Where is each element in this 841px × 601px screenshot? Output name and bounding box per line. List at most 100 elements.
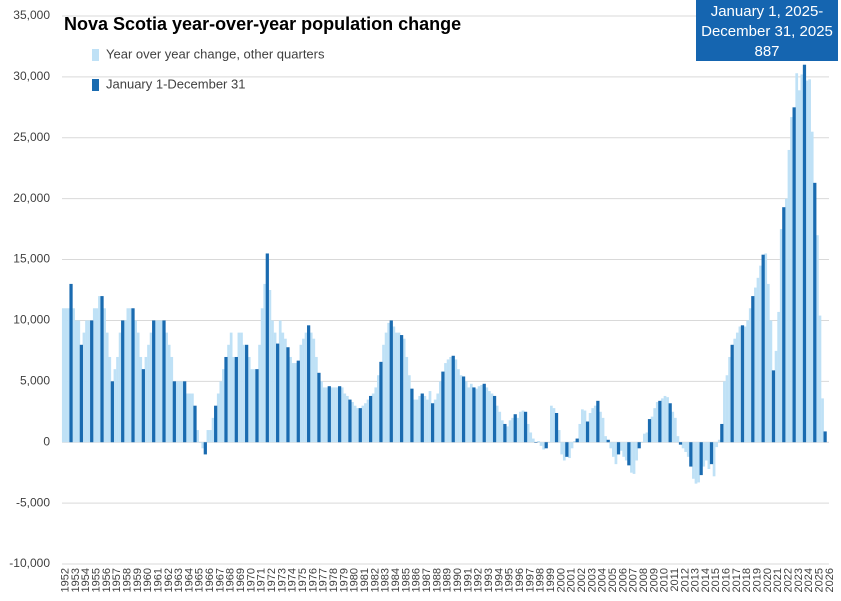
bar — [650, 416, 654, 443]
bar — [663, 395, 667, 443]
bar — [547, 442, 551, 443]
bar — [436, 393, 440, 443]
bar — [689, 442, 693, 467]
bar — [513, 414, 517, 443]
bar — [201, 442, 205, 449]
bar — [82, 332, 86, 443]
bar — [291, 363, 295, 443]
bar — [449, 356, 453, 443]
bar — [681, 442, 685, 449]
bar — [203, 442, 207, 455]
bar — [371, 393, 375, 443]
bar — [477, 386, 481, 443]
x-tick-label: 1965 — [194, 568, 206, 592]
bar — [720, 423, 724, 443]
bar — [77, 320, 81, 443]
x-tick-label: 1955 — [90, 568, 102, 592]
bar — [407, 375, 411, 443]
x-tick-label: 2016 — [721, 568, 733, 592]
bar — [335, 387, 339, 443]
bar — [816, 235, 819, 443]
bar — [136, 332, 140, 443]
bar — [433, 399, 437, 443]
bar — [552, 408, 556, 443]
bar — [191, 393, 194, 443]
bar — [281, 332, 285, 443]
bar — [508, 420, 512, 443]
bar — [382, 344, 385, 443]
bar — [61, 308, 65, 443]
bar — [813, 182, 817, 443]
bar — [64, 308, 68, 443]
bar — [692, 442, 695, 479]
bar — [90, 320, 94, 443]
bar — [539, 442, 543, 446]
bar — [387, 322, 391, 443]
bar — [234, 356, 238, 443]
x-tick-label: 2014 — [700, 568, 712, 592]
bar — [157, 320, 161, 443]
bar — [188, 393, 192, 443]
bar — [707, 442, 711, 470]
bar — [573, 441, 576, 443]
bar — [289, 356, 292, 443]
x-tick-label: 2017 — [731, 568, 743, 592]
bar — [790, 117, 793, 443]
bar — [343, 393, 347, 443]
bar — [565, 442, 569, 457]
bar — [655, 402, 659, 443]
x-tick-label: 1978 — [328, 568, 340, 592]
bar — [85, 320, 88, 443]
x-tick-label: 2019 — [752, 568, 764, 592]
bar — [637, 442, 641, 449]
legend-swatch — [92, 49, 99, 61]
y-tick-label: 35,000 — [13, 8, 50, 22]
bar — [309, 332, 313, 443]
x-tick-label: 1995 — [504, 568, 516, 592]
x-tick-label: 1958 — [121, 568, 133, 592]
bar — [178, 381, 181, 443]
bar — [116, 356, 119, 443]
bar — [92, 308, 96, 443]
bar — [196, 430, 199, 443]
annotation-value: 887 — [754, 43, 779, 60]
bar — [139, 356, 143, 443]
bar — [622, 442, 626, 457]
bar — [123, 320, 127, 443]
bar — [444, 363, 447, 443]
bar — [614, 442, 618, 465]
bar — [469, 383, 473, 443]
bar — [800, 74, 804, 443]
bar — [678, 442, 683, 445]
bar — [286, 347, 290, 443]
bar — [694, 442, 698, 484]
x-tick-label: 1991 — [462, 568, 474, 592]
bar — [627, 442, 631, 466]
bar — [95, 308, 99, 443]
bar — [668, 403, 672, 443]
x-tick-label: 2010 — [659, 568, 671, 592]
x-tick-label: 1975 — [297, 568, 309, 592]
bar — [211, 417, 215, 443]
bar — [575, 438, 579, 443]
bar — [113, 369, 117, 443]
bar — [557, 430, 561, 443]
bar — [418, 395, 422, 443]
bar — [759, 265, 762, 443]
chart-title: Nova Scotia year-over-year population ch… — [64, 14, 461, 34]
bar — [206, 430, 210, 443]
bar — [601, 417, 605, 443]
bar — [699, 442, 703, 476]
bar — [242, 344, 246, 443]
bar — [560, 442, 564, 455]
x-tick-label: 1961 — [152, 568, 164, 592]
bar — [480, 384, 484, 443]
bar — [110, 381, 114, 443]
bar — [640, 442, 644, 443]
bar — [87, 320, 91, 443]
bar — [723, 381, 726, 443]
bar — [461, 376, 466, 443]
bar — [593, 405, 597, 443]
bar — [219, 381, 223, 443]
x-tick-label: 1957 — [111, 568, 123, 592]
